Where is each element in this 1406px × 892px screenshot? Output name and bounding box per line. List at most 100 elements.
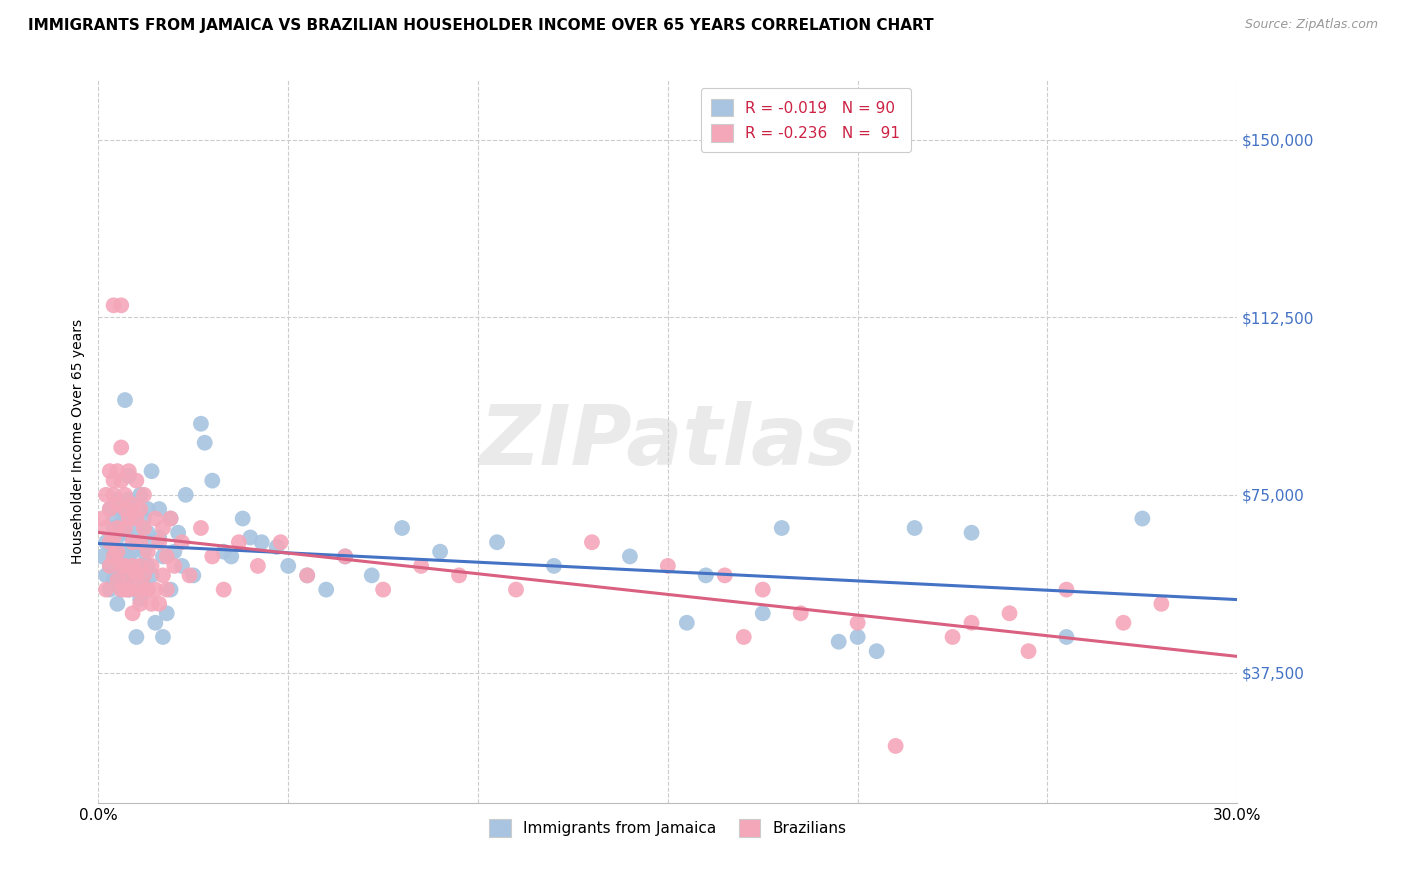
Point [960, 525, 983, 540]
Point [103, 488, 125, 502]
Point [152, 549, 174, 564]
Point [107, 544, 129, 558]
Point [125, 511, 148, 525]
Point [904, 521, 927, 535]
Point [114, 582, 136, 597]
Point [657, 558, 679, 573]
Point [371, 582, 394, 597]
Point [110, 558, 132, 573]
Point [91, 549, 114, 564]
Point [846, 615, 869, 630]
Point [136, 502, 159, 516]
Point [695, 568, 717, 582]
Point [132, 544, 155, 558]
Y-axis label: Householder Income Over 65 years: Householder Income Over 65 years [70, 319, 84, 564]
Point [107, 568, 129, 582]
Point [828, 634, 851, 648]
Point [110, 558, 132, 573]
Point [270, 535, 292, 549]
Point [141, 464, 163, 478]
Point [98, 582, 121, 597]
Point [114, 488, 136, 502]
Point [676, 615, 699, 630]
Point [114, 393, 136, 408]
Point [114, 578, 136, 592]
Point [107, 497, 129, 511]
Point [103, 544, 125, 558]
Point [94, 582, 117, 597]
Point [619, 549, 641, 564]
Point [103, 298, 125, 312]
Point [141, 558, 163, 573]
Point [152, 630, 174, 644]
Point [114, 558, 136, 573]
Point [183, 568, 205, 582]
Point [98, 502, 121, 516]
Point [121, 568, 143, 582]
Point [129, 488, 152, 502]
Point [429, 544, 451, 558]
Point [132, 511, 155, 525]
Point [103, 511, 125, 525]
Point [714, 568, 737, 582]
Point [110, 502, 132, 516]
Point [136, 558, 159, 573]
Point [110, 582, 132, 597]
Point [170, 558, 193, 573]
Point [505, 582, 527, 597]
Point [110, 441, 132, 455]
Point [94, 488, 117, 502]
Point [98, 502, 121, 516]
Point [94, 535, 117, 549]
Point [107, 464, 129, 478]
Point [110, 582, 132, 597]
Point [107, 554, 129, 568]
Point [201, 474, 224, 488]
Point [114, 554, 136, 568]
Point [148, 535, 170, 549]
Point [132, 578, 155, 592]
Point [201, 549, 224, 564]
Point [94, 521, 117, 535]
Point [91, 511, 114, 525]
Point [121, 507, 143, 521]
Point [145, 582, 167, 597]
Point [129, 502, 152, 516]
Point [174, 488, 197, 502]
Point [110, 474, 132, 488]
Point [148, 531, 170, 545]
Point [960, 615, 983, 630]
Point [141, 597, 163, 611]
Point [212, 544, 235, 558]
Point [846, 630, 869, 644]
Point [132, 568, 155, 582]
Point [159, 511, 181, 525]
Point [239, 531, 262, 545]
Point [125, 474, 148, 488]
Point [136, 544, 159, 558]
Point [998, 607, 1021, 621]
Point [297, 568, 319, 582]
Point [114, 502, 136, 516]
Point [103, 521, 125, 535]
Point [1112, 615, 1135, 630]
Point [141, 568, 163, 582]
Point [136, 525, 159, 540]
Point [581, 535, 603, 549]
Point [118, 582, 141, 597]
Point [107, 521, 129, 535]
Point [790, 607, 813, 621]
Point [170, 535, 193, 549]
Point [145, 615, 167, 630]
Point [118, 464, 141, 478]
Point [110, 516, 132, 531]
Point [114, 525, 136, 540]
Legend: Immigrants from Jamaica, Brazilians: Immigrants from Jamaica, Brazilians [479, 810, 856, 846]
Point [107, 492, 129, 507]
Point [163, 558, 186, 573]
Point [152, 568, 174, 582]
Point [121, 607, 143, 621]
Point [1056, 630, 1078, 644]
Point [212, 582, 235, 597]
Point [132, 582, 155, 597]
